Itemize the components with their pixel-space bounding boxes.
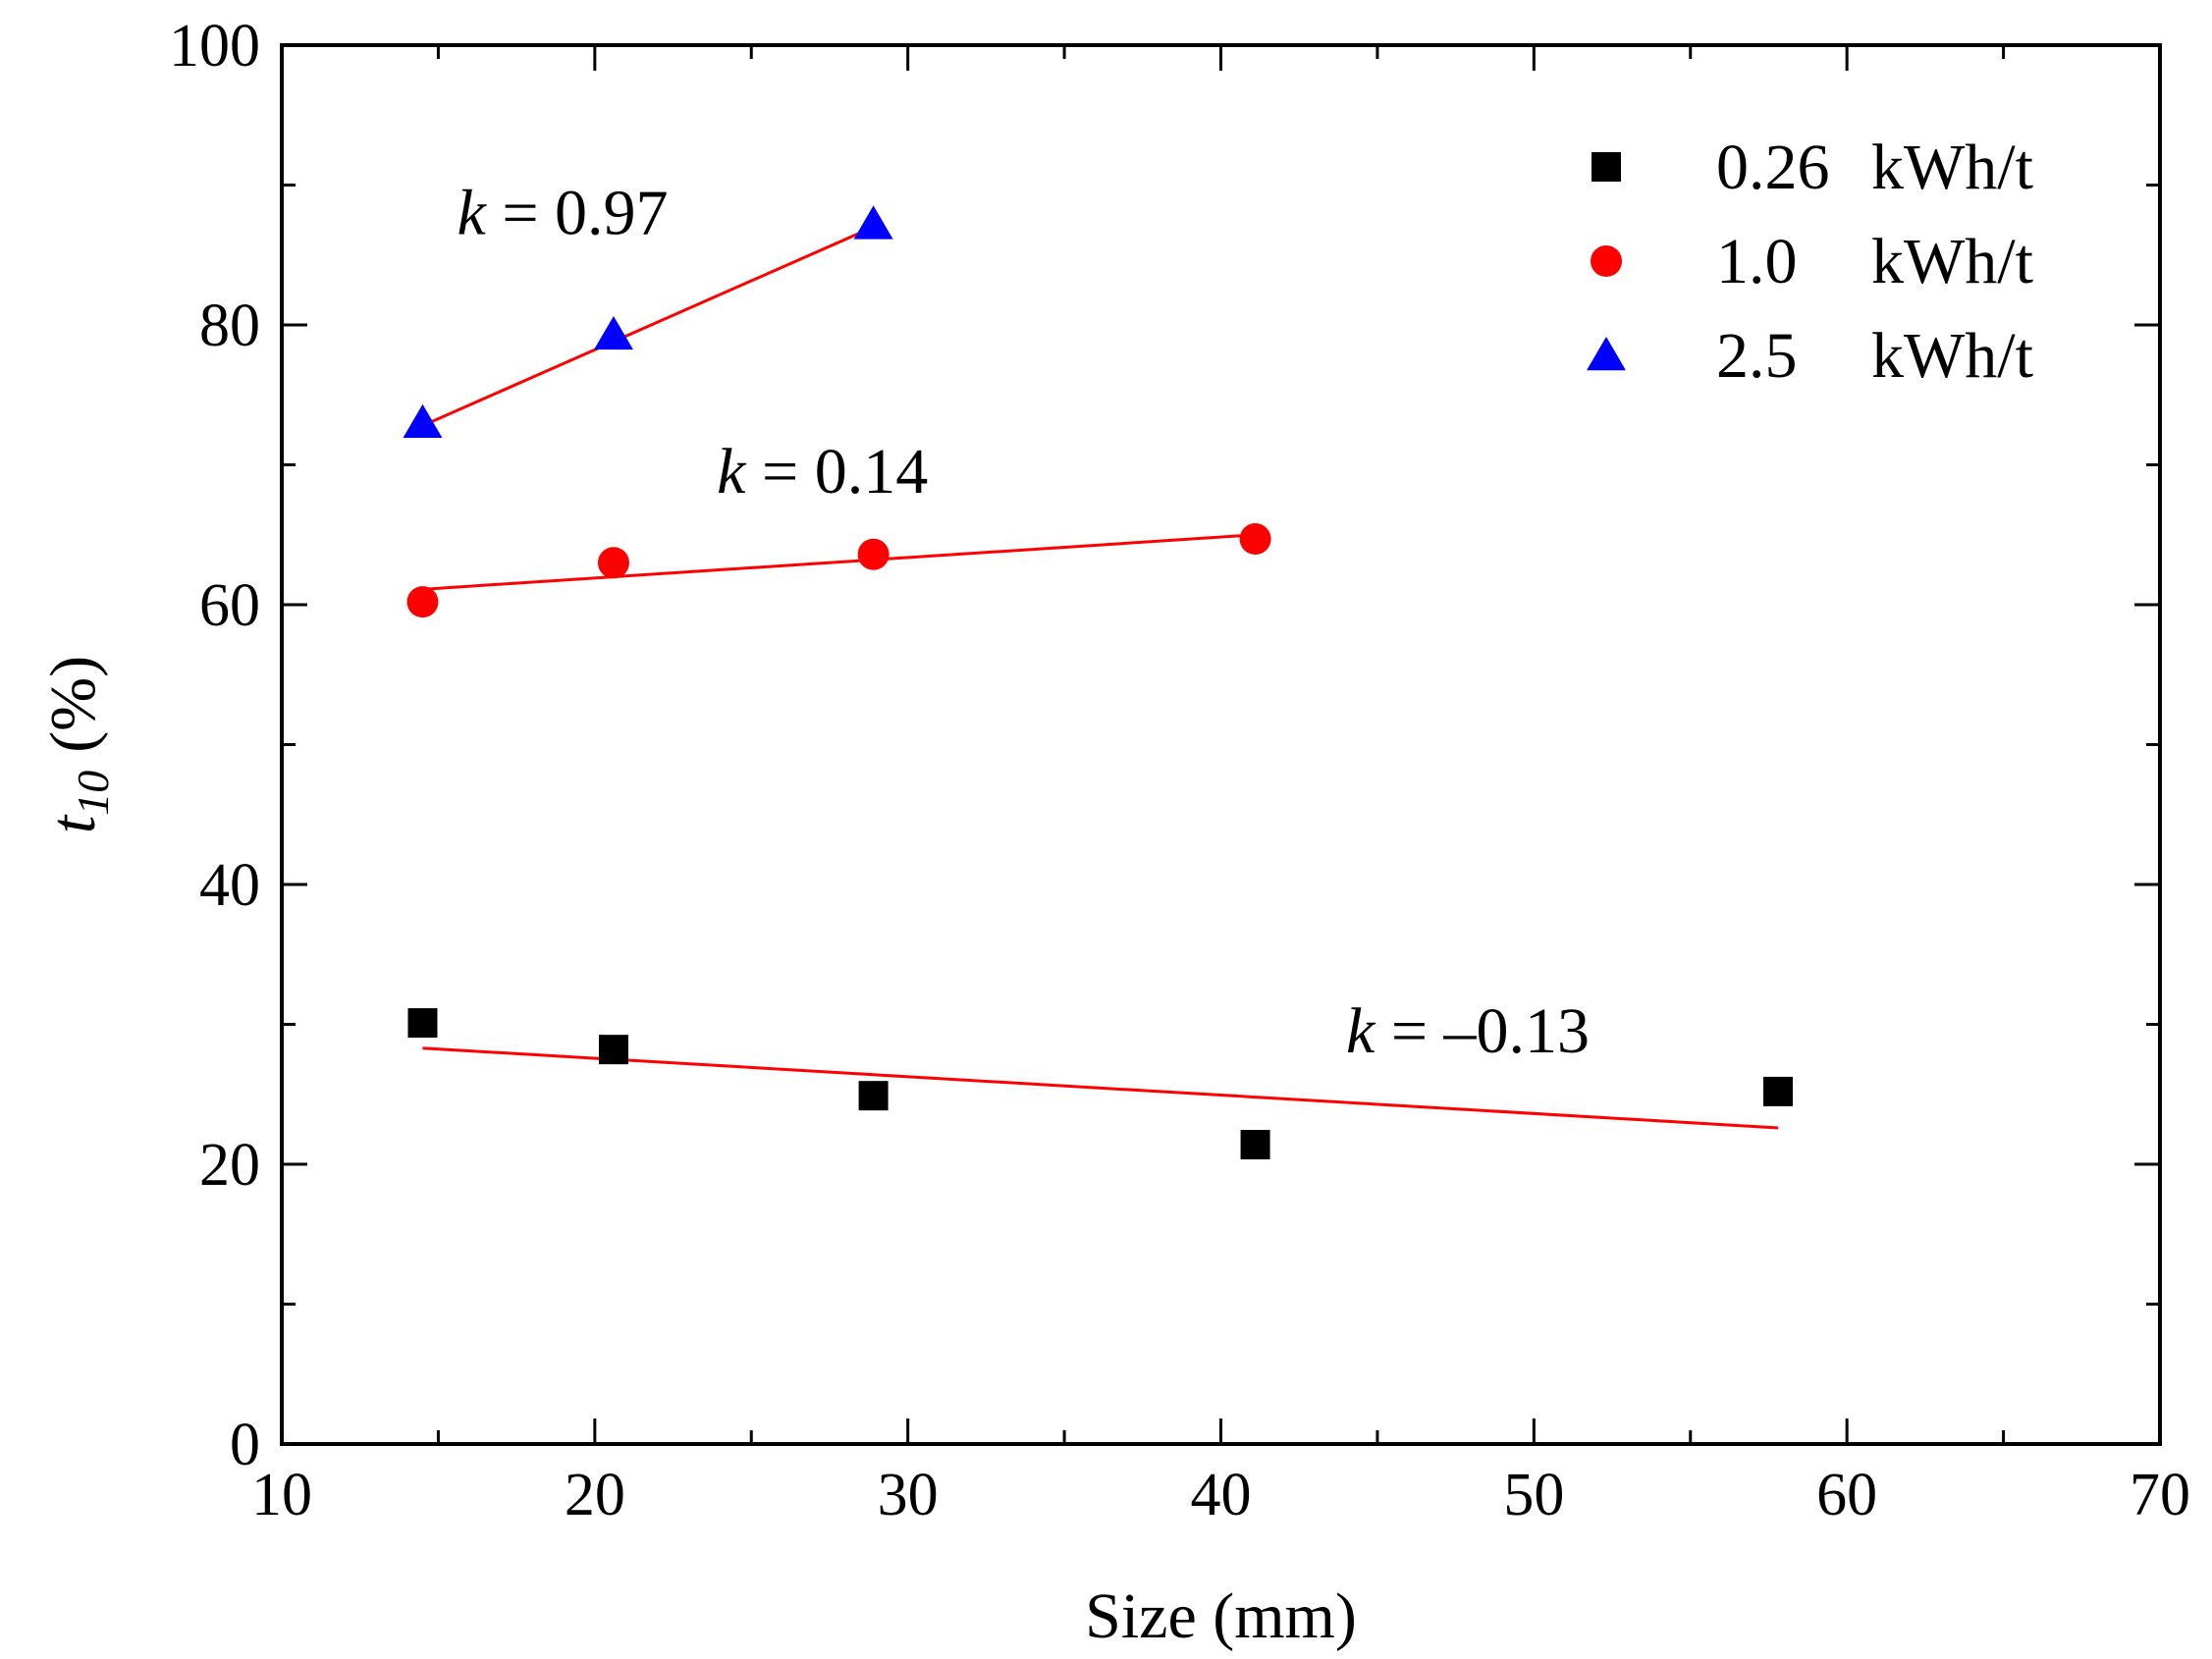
x-tick-label: 20 — [565, 1462, 625, 1528]
data-point-series-3 — [594, 315, 633, 350]
slope-value: = 0.14 — [745, 436, 928, 508]
x-tick-label: 50 — [1503, 1462, 1564, 1528]
data-point-series-1 — [1763, 1076, 1794, 1106]
data-point-series-1 — [598, 1035, 628, 1065]
slope-symbol: k — [458, 177, 488, 248]
data-point-series-3 — [403, 403, 443, 438]
legend-marker-series-3 — [1587, 337, 1626, 371]
y-axis-title-unit: (%) — [37, 656, 109, 753]
x-axis-title: Size (mm) — [1085, 1580, 1357, 1652]
data-point-series-1 — [407, 1008, 438, 1039]
slope-value: = –0.13 — [1375, 995, 1590, 1067]
fit-line-series-1 — [422, 1046, 1779, 1130]
legend: 0.26 kWh/t 1.0 kWh/t 2.5 kWh/t — [1587, 132, 2033, 392]
y-tick-label: 100 — [169, 13, 260, 80]
y-tick-label: 0 — [230, 1412, 260, 1478]
legend-unit-series-2: kWh/t — [1871, 226, 2033, 297]
legend-value-series-2: 1.0 — [1716, 226, 1798, 297]
legend-marker-series-2 — [1591, 245, 1622, 277]
slope-label-series-1: k = –0.13 — [1346, 995, 1590, 1067]
slope-symbol: k — [717, 436, 747, 508]
x-tick-label: 40 — [1191, 1462, 1252, 1528]
plot-area: k = –0.13k = 0.14k = 0.97 — [403, 177, 1794, 1160]
fit-line-series-2 — [422, 533, 1256, 591]
y-axis-title: t10 (%) — [37, 656, 118, 833]
slope-label-series-3: k = 0.97 — [458, 177, 669, 248]
fit-line-series-3 — [421, 225, 875, 427]
y-axis-title-subscript: 10 — [68, 771, 118, 816]
y-tick-label: 40 — [199, 852, 260, 919]
data-point-series-1 — [858, 1081, 889, 1111]
data-point-series-2 — [1239, 523, 1271, 556]
data-point-series-2 — [597, 547, 629, 579]
legend-value-series-1: 0.26 — [1716, 132, 1830, 203]
y-tick-label: 80 — [199, 293, 260, 359]
x-tick-label: 30 — [878, 1462, 939, 1528]
y-axis-title-symbol: t — [37, 814, 109, 833]
data-point-series-2 — [857, 538, 890, 570]
legend-unit-series-1: kWh/t — [1871, 132, 2033, 203]
legend-value-series-3: 2.5 — [1716, 320, 1798, 392]
y-tick-label: 60 — [199, 572, 260, 639]
data-point-series-1 — [1240, 1130, 1270, 1160]
data-point-series-3 — [853, 205, 893, 240]
y-tick-label: 20 — [199, 1132, 260, 1199]
x-tick-label: 10 — [251, 1462, 312, 1528]
data-point-series-2 — [406, 586, 439, 618]
slope-label-series-2: k = 0.14 — [717, 436, 928, 508]
slope-value: = 0.97 — [486, 177, 669, 248]
slope-symbol: k — [1346, 995, 1376, 1067]
legend-marker-series-1 — [1592, 152, 1621, 182]
x-tick-label: 60 — [1816, 1462, 1877, 1528]
legend-unit-series-3: kWh/t — [1871, 320, 2033, 392]
x-tick-label: 70 — [2130, 1462, 2190, 1528]
